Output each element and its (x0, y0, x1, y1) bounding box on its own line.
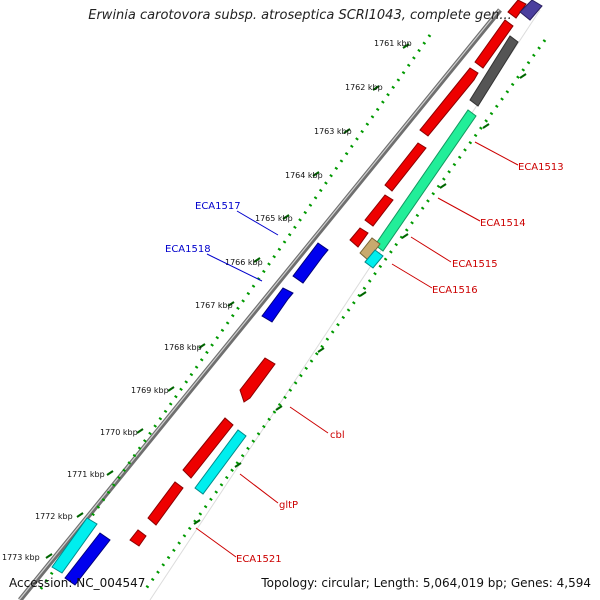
accession-text: Accession: NC_004547 (9, 576, 146, 590)
gene-eca1516[interactable] (349, 227, 369, 248)
tick-label: 1761 kbp (374, 39, 412, 48)
gene-cbl[interactable] (239, 357, 276, 403)
backbone (18, 8, 541, 600)
gene-label-eca1515[interactable]: ECA1515 (452, 259, 498, 270)
tick-label: 1763 kbp (314, 127, 352, 136)
feature-cyan-top[interactable] (364, 249, 384, 269)
gene-label-eca1521[interactable]: ECA1521 (236, 554, 282, 565)
gene-eca1518[interactable] (261, 287, 294, 323)
label-connectors (195, 141, 519, 558)
feature-gray[interactable] (469, 35, 519, 107)
gene-red-top[interactable] (474, 19, 514, 69)
gene-eca1517[interactable] (292, 242, 329, 284)
tick-label: 1766 kbp (225, 258, 263, 267)
tick-label: 1772 kbp (35, 512, 73, 521)
tick-label: 1764 kbp (285, 171, 323, 180)
feature-purple[interactable] (519, 0, 543, 21)
gene-label-gltp[interactable]: gltP (279, 500, 298, 511)
tick-label: 1773 kbp (2, 553, 40, 562)
gene-labels: ECA1517 ECA1518 ECA1513 ECA1514 ECA1515 … (165, 162, 564, 565)
tick-marks (45, 43, 527, 559)
gene-cyan-1[interactable] (51, 517, 98, 574)
forward-genes[interactable] (51, 242, 329, 586)
tick-label: 1767 kbp (195, 301, 233, 310)
gene-red-top2[interactable] (507, 0, 527, 19)
gene-label-eca1517[interactable]: ECA1517 (195, 201, 241, 212)
genome-summary-text: Topology: circular; Length: 5,064,019 bp… (261, 576, 591, 590)
feature-tan[interactable] (359, 237, 381, 261)
feature-green[interactable] (374, 109, 477, 252)
gene-label-eca1514[interactable]: ECA1514 (480, 218, 526, 229)
feature-cyan-mid[interactable] (194, 429, 247, 495)
gene-label-eca1518[interactable]: ECA1518 (165, 244, 211, 255)
tick-label: 1771 kbp (67, 470, 105, 479)
tick-label: 1768 kbp (164, 343, 202, 352)
gene-label-eca1516[interactable]: ECA1516 (432, 285, 478, 296)
gene-eca1515[interactable] (364, 194, 394, 227)
gene-red-mid[interactable] (182, 417, 234, 479)
gene-blue-1[interactable] (64, 532, 111, 586)
tick-label: 1765 kbp (255, 214, 293, 223)
gene-gltp[interactable] (147, 481, 184, 526)
reverse-genes[interactable] (129, 0, 527, 547)
gene-eca1513[interactable] (419, 67, 479, 137)
gene-label-cbl[interactable]: cbl (330, 430, 345, 441)
tick-label: 1770 kbp (100, 428, 138, 437)
gene-eca1521[interactable] (129, 529, 147, 547)
tick-labels: 1761 kbp 1762 kbp 1763 kbp 1764 kbp 1765… (2, 39, 412, 562)
gene-eca1514[interactable] (384, 142, 427, 192)
tick-label: 1769 kbp (131, 386, 169, 395)
feature-track[interactable] (194, 0, 543, 495)
gene-label-eca1513[interactable]: ECA1513 (518, 162, 564, 173)
map-title: Erwinia carotovora subsp. atroseptica SC… (88, 8, 512, 23)
tick-label: 1762 kbp (345, 83, 383, 92)
